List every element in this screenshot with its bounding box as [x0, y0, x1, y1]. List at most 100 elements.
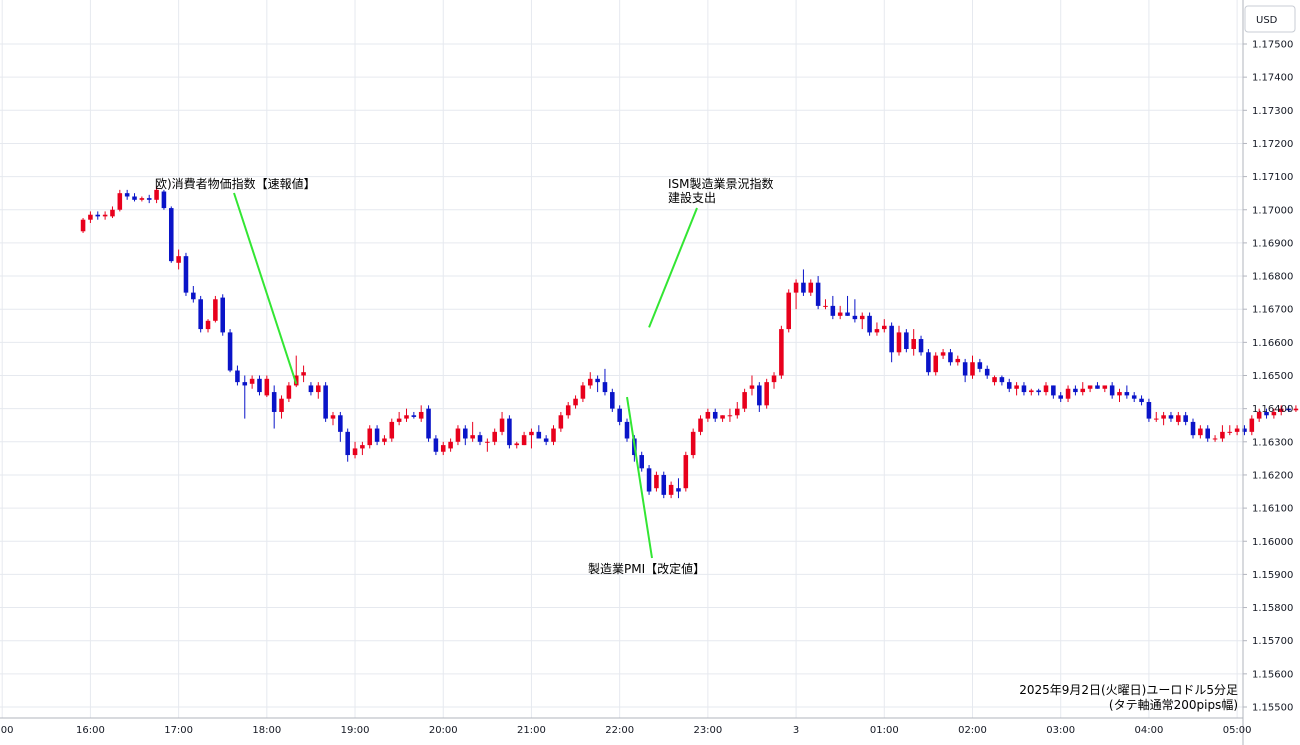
candle — [477, 431, 483, 446]
candle — [1286, 405, 1291, 412]
candle-body — [793, 282, 799, 293]
candle — [352, 441, 358, 459]
candle-body — [1220, 431, 1225, 439]
candle — [639, 451, 644, 472]
candle-body — [646, 468, 652, 492]
candle — [308, 382, 314, 396]
candle-body — [418, 411, 424, 419]
price-tick-label: 1.17500 — [1252, 40, 1293, 51]
candle — [610, 388, 615, 412]
candle-body — [352, 448, 358, 456]
candle-body — [1029, 390, 1034, 393]
candle — [587, 372, 593, 389]
candle — [801, 269, 806, 296]
candle-body — [1051, 385, 1056, 396]
candle — [1190, 418, 1196, 439]
candle — [1212, 435, 1218, 442]
candle — [918, 335, 924, 356]
candle — [712, 408, 718, 422]
candle-body — [712, 411, 718, 419]
candle-body — [279, 398, 284, 412]
candle-body — [1021, 385, 1027, 393]
candle-body — [213, 299, 218, 321]
candle-body — [874, 329, 880, 333]
candle-body — [80, 219, 86, 232]
price-tick-label: 1.15800 — [1252, 603, 1293, 614]
candle-body — [1168, 415, 1174, 419]
candle-body — [764, 382, 769, 406]
candle — [132, 193, 137, 202]
candle — [1183, 411, 1188, 426]
event-annotation: 製造業PMI【改定値】 — [588, 396, 705, 576]
candle-body — [1190, 421, 1196, 436]
candle — [1080, 382, 1086, 396]
candle — [1264, 408, 1269, 419]
candle-body — [1095, 385, 1100, 389]
candle-body — [271, 392, 277, 412]
price-tick-labels: 1.15500 1.15600 1.15700 1.15800 1.15900 1.160… — [1252, 40, 1293, 714]
candle-body — [904, 332, 909, 349]
candle — [984, 365, 990, 379]
currency-badge[interactable]: USD — [1244, 5, 1296, 33]
candle-body — [338, 415, 343, 432]
candle — [176, 249, 181, 270]
candle-body — [808, 282, 814, 293]
candle-body — [249, 378, 255, 384]
candle — [514, 441, 520, 449]
currency-label: USD — [1256, 15, 1278, 26]
candle — [1051, 385, 1056, 399]
candle-body — [183, 256, 189, 293]
candle-body — [88, 214, 93, 220]
candle — [734, 402, 740, 419]
candle — [705, 408, 711, 422]
chart-caption-line1: 2025年9月2日(火曜日)ユーロドル5分足 — [1019, 683, 1238, 697]
candle-body — [948, 352, 953, 363]
candle-body — [102, 214, 108, 217]
price-tick-label: 1.16700 — [1252, 305, 1293, 316]
candle-body — [1153, 418, 1159, 420]
candle-body — [896, 332, 902, 353]
candle — [1176, 411, 1181, 426]
candle — [301, 365, 306, 383]
candle — [955, 355, 961, 366]
candle — [191, 285, 196, 303]
candle — [404, 408, 409, 422]
candle — [95, 211, 101, 220]
candle — [882, 319, 887, 333]
candle-body — [117, 193, 123, 210]
candle-body — [911, 339, 916, 349]
candle — [1065, 385, 1071, 403]
candle-body — [264, 378, 270, 396]
price-tick-label: 1.17200 — [1252, 139, 1293, 150]
candle — [271, 385, 277, 429]
candle-body — [257, 378, 262, 393]
candle-body — [301, 372, 306, 376]
candle — [102, 211, 108, 220]
candle-body — [1109, 385, 1115, 396]
candle-body — [95, 214, 101, 217]
candle — [492, 428, 497, 446]
candle — [874, 322, 880, 336]
candle-body — [727, 415, 733, 417]
candle-body — [933, 355, 939, 373]
candle — [617, 405, 622, 426]
candle-body — [1205, 428, 1210, 439]
candle-body — [992, 377, 997, 383]
candle-body — [1131, 395, 1137, 399]
candle — [1293, 405, 1299, 412]
time-tick-label: 05:00 — [1223, 725, 1252, 736]
candle-body — [1087, 385, 1093, 389]
candle-body — [830, 305, 836, 316]
candle-body — [529, 431, 534, 436]
candle — [110, 206, 115, 219]
candle — [668, 481, 674, 499]
time-tick-label: 17:00 — [164, 725, 193, 736]
candle-body — [404, 415, 409, 419]
candle — [1036, 388, 1041, 396]
candle-body — [617, 408, 622, 422]
candle-body — [668, 484, 674, 495]
candle-body — [999, 377, 1005, 383]
candle — [742, 388, 747, 412]
